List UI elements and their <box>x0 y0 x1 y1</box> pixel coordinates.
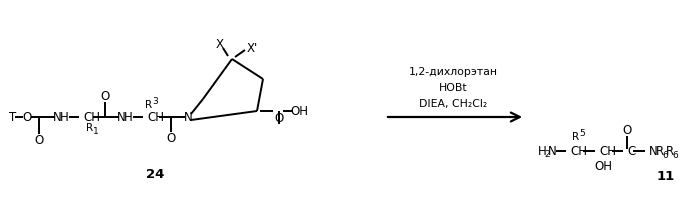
Text: C: C <box>627 145 635 158</box>
Text: HOBt: HOBt <box>438 83 467 93</box>
Text: R: R <box>656 145 664 158</box>
Text: R: R <box>572 131 580 141</box>
Text: H: H <box>123 111 132 124</box>
Text: R: R <box>86 122 93 132</box>
Text: 24: 24 <box>146 168 164 181</box>
Text: O: O <box>622 124 631 137</box>
Text: 5: 5 <box>579 129 585 138</box>
Text: N: N <box>548 145 557 158</box>
Text: R: R <box>146 100 153 110</box>
Text: DIEA, CH₂Cl₂: DIEA, CH₂Cl₂ <box>419 99 487 109</box>
Text: R: R <box>666 145 674 158</box>
Text: N: N <box>116 111 125 124</box>
Text: 6: 6 <box>672 151 677 160</box>
Text: O: O <box>34 134 44 147</box>
Text: N: N <box>649 145 658 158</box>
Text: CH: CH <box>570 145 587 158</box>
Text: OH: OH <box>594 160 612 173</box>
Text: T: T <box>9 111 16 124</box>
Text: H: H <box>538 145 546 158</box>
Text: O: O <box>22 111 31 124</box>
Text: 11: 11 <box>657 170 675 183</box>
Text: X: X <box>216 38 224 51</box>
Text: CH: CH <box>599 145 616 158</box>
Text: 1,2-дихлорэтан: 1,2-дихлорэтан <box>408 67 498 77</box>
Text: O: O <box>167 132 176 145</box>
Text: 2: 2 <box>544 150 550 159</box>
Text: 1: 1 <box>93 126 99 135</box>
Text: 6: 6 <box>662 151 668 160</box>
Text: O: O <box>100 90 109 103</box>
Text: N: N <box>53 111 61 124</box>
Text: O: O <box>275 112 284 125</box>
Text: CH: CH <box>147 111 164 124</box>
Text: N: N <box>183 111 192 124</box>
Text: X': X' <box>246 41 258 54</box>
Text: OH: OH <box>290 105 308 118</box>
Text: CH: CH <box>83 111 100 124</box>
Text: 3: 3 <box>152 97 158 106</box>
Text: H: H <box>60 111 68 124</box>
